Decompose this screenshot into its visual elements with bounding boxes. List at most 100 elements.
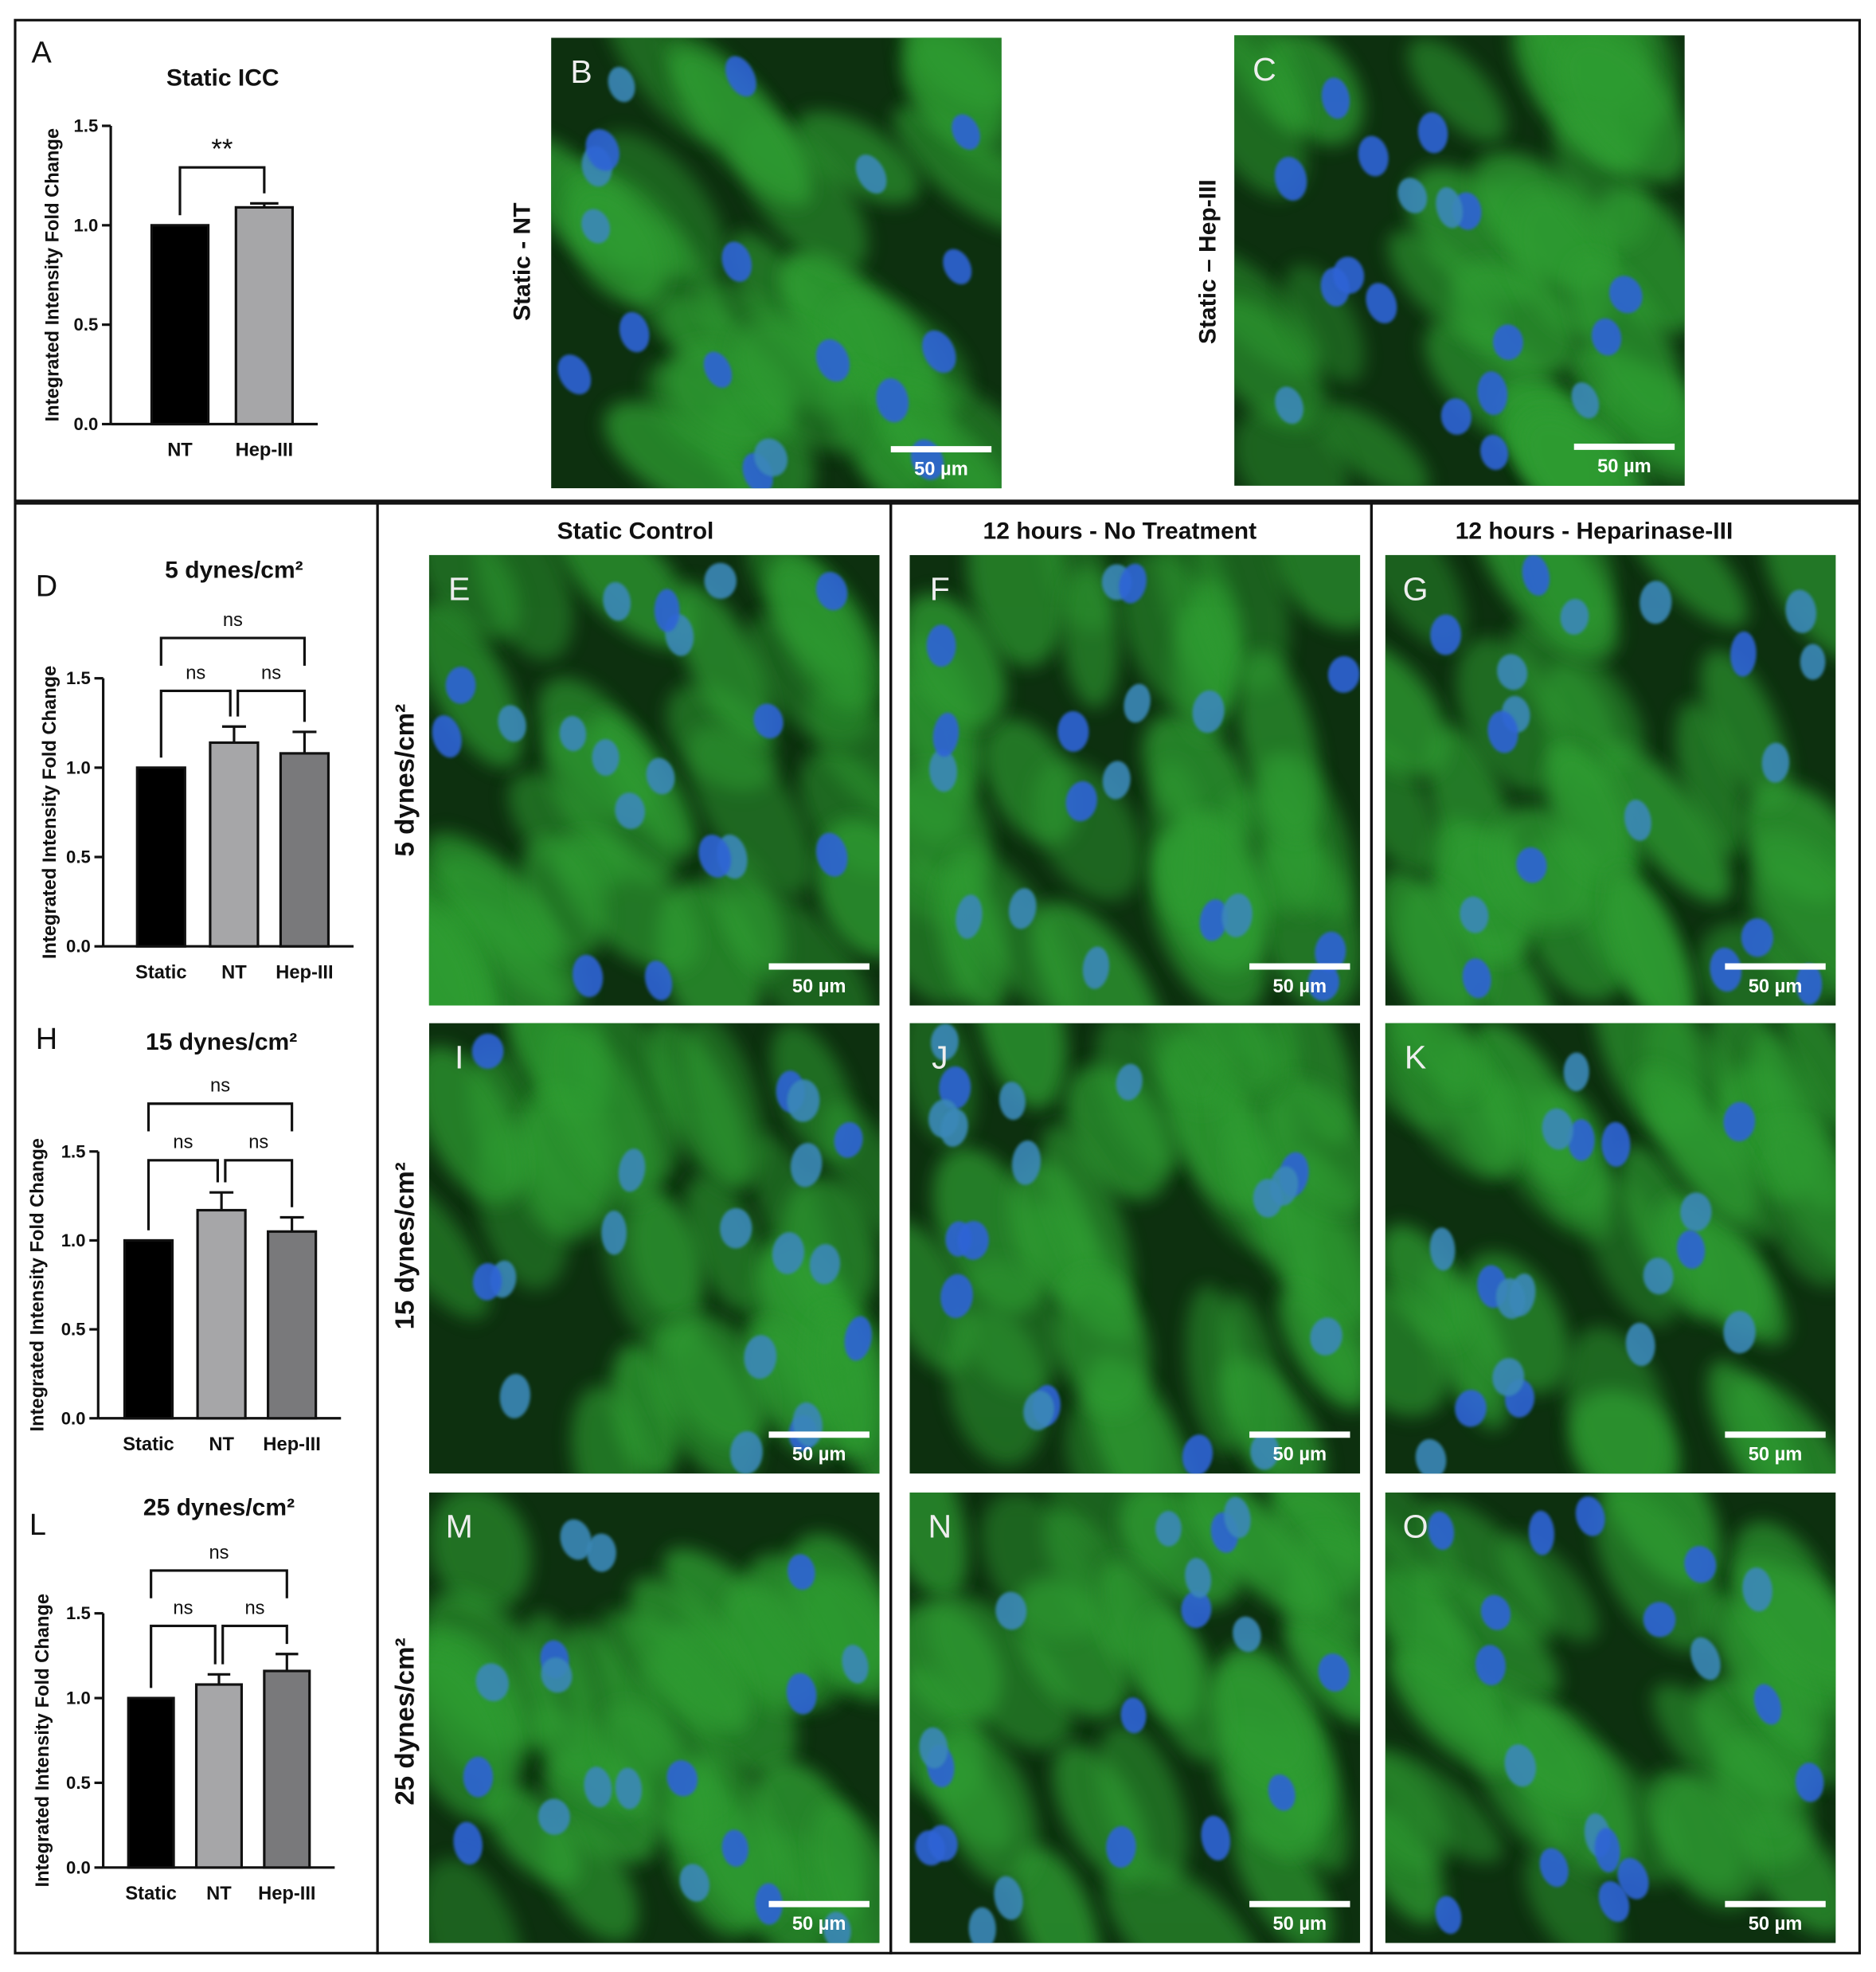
nucleus xyxy=(932,712,959,757)
nucleus xyxy=(1723,1310,1756,1354)
nucleus xyxy=(471,1033,504,1070)
nucleus xyxy=(834,1121,863,1158)
nucleus xyxy=(1201,1815,1231,1860)
cell xyxy=(1212,1662,1314,1782)
nucleus xyxy=(844,1316,872,1361)
cell xyxy=(767,561,869,711)
x-tick-label: Static xyxy=(125,1884,177,1904)
cell xyxy=(1140,1610,1226,1762)
nucleus xyxy=(1321,77,1350,119)
nucleus xyxy=(823,1911,851,1943)
cell xyxy=(619,1611,747,1735)
x-tick-label: Static xyxy=(123,1434,174,1455)
nucleus xyxy=(855,155,887,194)
cell xyxy=(1636,1066,1757,1223)
cell xyxy=(1385,1023,1480,1097)
nucleus xyxy=(601,1211,627,1255)
nucleus xyxy=(1723,1101,1756,1142)
x-tick-label: NT xyxy=(209,1434,234,1455)
significance-bracket xyxy=(178,166,266,216)
nucleus xyxy=(453,1821,483,1865)
nucleus xyxy=(1800,644,1826,680)
nucleus xyxy=(1082,946,1110,989)
nucleus xyxy=(1624,799,1651,841)
nucleus xyxy=(1480,1594,1511,1630)
nucleus xyxy=(815,832,848,877)
nucleus xyxy=(956,894,983,939)
nucleus xyxy=(1397,178,1428,213)
cell xyxy=(1232,1814,1333,1943)
nucleus xyxy=(1522,554,1550,596)
panel-letter: F xyxy=(930,570,950,607)
cell xyxy=(570,1386,646,1474)
nucleus xyxy=(999,1082,1026,1121)
y-tick-label: 1.0 xyxy=(66,757,91,777)
nucleus xyxy=(1192,690,1225,734)
cell xyxy=(935,1725,1038,1886)
nucleus xyxy=(1250,1432,1280,1470)
nucleus xyxy=(1684,1546,1717,1583)
significance-bracket xyxy=(236,689,307,722)
significance-label: ns xyxy=(261,663,281,683)
nucleus xyxy=(1307,964,1340,1001)
nucleus xyxy=(1690,1637,1721,1681)
nucleus xyxy=(1221,893,1253,937)
cell xyxy=(1014,1847,1100,1943)
micrograph xyxy=(428,1023,880,1474)
cell xyxy=(687,726,814,896)
nucleus xyxy=(704,562,737,600)
significance-bracket xyxy=(147,1159,219,1231)
nucleus xyxy=(618,1148,646,1192)
cell xyxy=(909,1492,968,1600)
nucleus xyxy=(1617,1857,1649,1900)
nucleus xyxy=(809,1243,841,1285)
significance-label: ns xyxy=(244,1598,264,1618)
cell xyxy=(670,48,813,206)
nucleus xyxy=(537,1798,570,1835)
y-tick-label: 0.0 xyxy=(66,1857,91,1877)
cell xyxy=(428,1046,525,1204)
nucleus xyxy=(919,1727,948,1769)
nucleus xyxy=(1504,1744,1537,1787)
scale-bar-label: 50 µm xyxy=(792,976,846,997)
nucleus xyxy=(1065,781,1097,822)
error-bar xyxy=(207,1673,231,1685)
cell xyxy=(1763,554,1836,663)
nucleus xyxy=(572,954,604,998)
nucleus xyxy=(644,961,673,1001)
cell xyxy=(1517,411,1637,486)
nucleus xyxy=(1567,1119,1595,1161)
nucleus xyxy=(1233,1616,1261,1653)
nucleus xyxy=(772,1232,805,1274)
bar xyxy=(267,1230,318,1420)
y-tick-label: 0.5 xyxy=(66,847,91,867)
nucleus xyxy=(1415,1438,1447,1474)
nucleus xyxy=(1253,1179,1283,1218)
nucleus xyxy=(1462,958,1491,999)
cell xyxy=(1557,35,1685,183)
cell xyxy=(1751,831,1836,995)
nucleus xyxy=(1417,112,1448,154)
nucleus xyxy=(1185,1558,1212,1598)
nucleus xyxy=(1563,1052,1589,1092)
column-header: Static Control xyxy=(557,518,714,544)
nucleus xyxy=(1575,1496,1605,1536)
nucleus xyxy=(615,792,646,829)
cell xyxy=(1061,565,1120,709)
nucleus xyxy=(928,1825,958,1862)
y-tick-label: 1.0 xyxy=(61,1231,86,1250)
nucleus xyxy=(1460,896,1489,933)
y-tick-label: 1.0 xyxy=(66,1688,91,1708)
nucleus xyxy=(790,1142,823,1188)
cell xyxy=(951,845,1077,1006)
y-axis-label: Integrated Intensity Fold Change xyxy=(42,128,63,422)
nucleus xyxy=(994,1876,1023,1920)
x-tick-label: Hep-III xyxy=(258,1884,315,1904)
image-label: Static – Hep-III xyxy=(1194,179,1221,344)
chart-title: 5 dynes/cm² xyxy=(165,557,303,583)
nucleus xyxy=(753,703,784,739)
cell xyxy=(1707,1360,1806,1474)
nucleus xyxy=(445,667,476,704)
cell xyxy=(1054,1270,1151,1415)
significance-bracket xyxy=(150,1569,288,1598)
